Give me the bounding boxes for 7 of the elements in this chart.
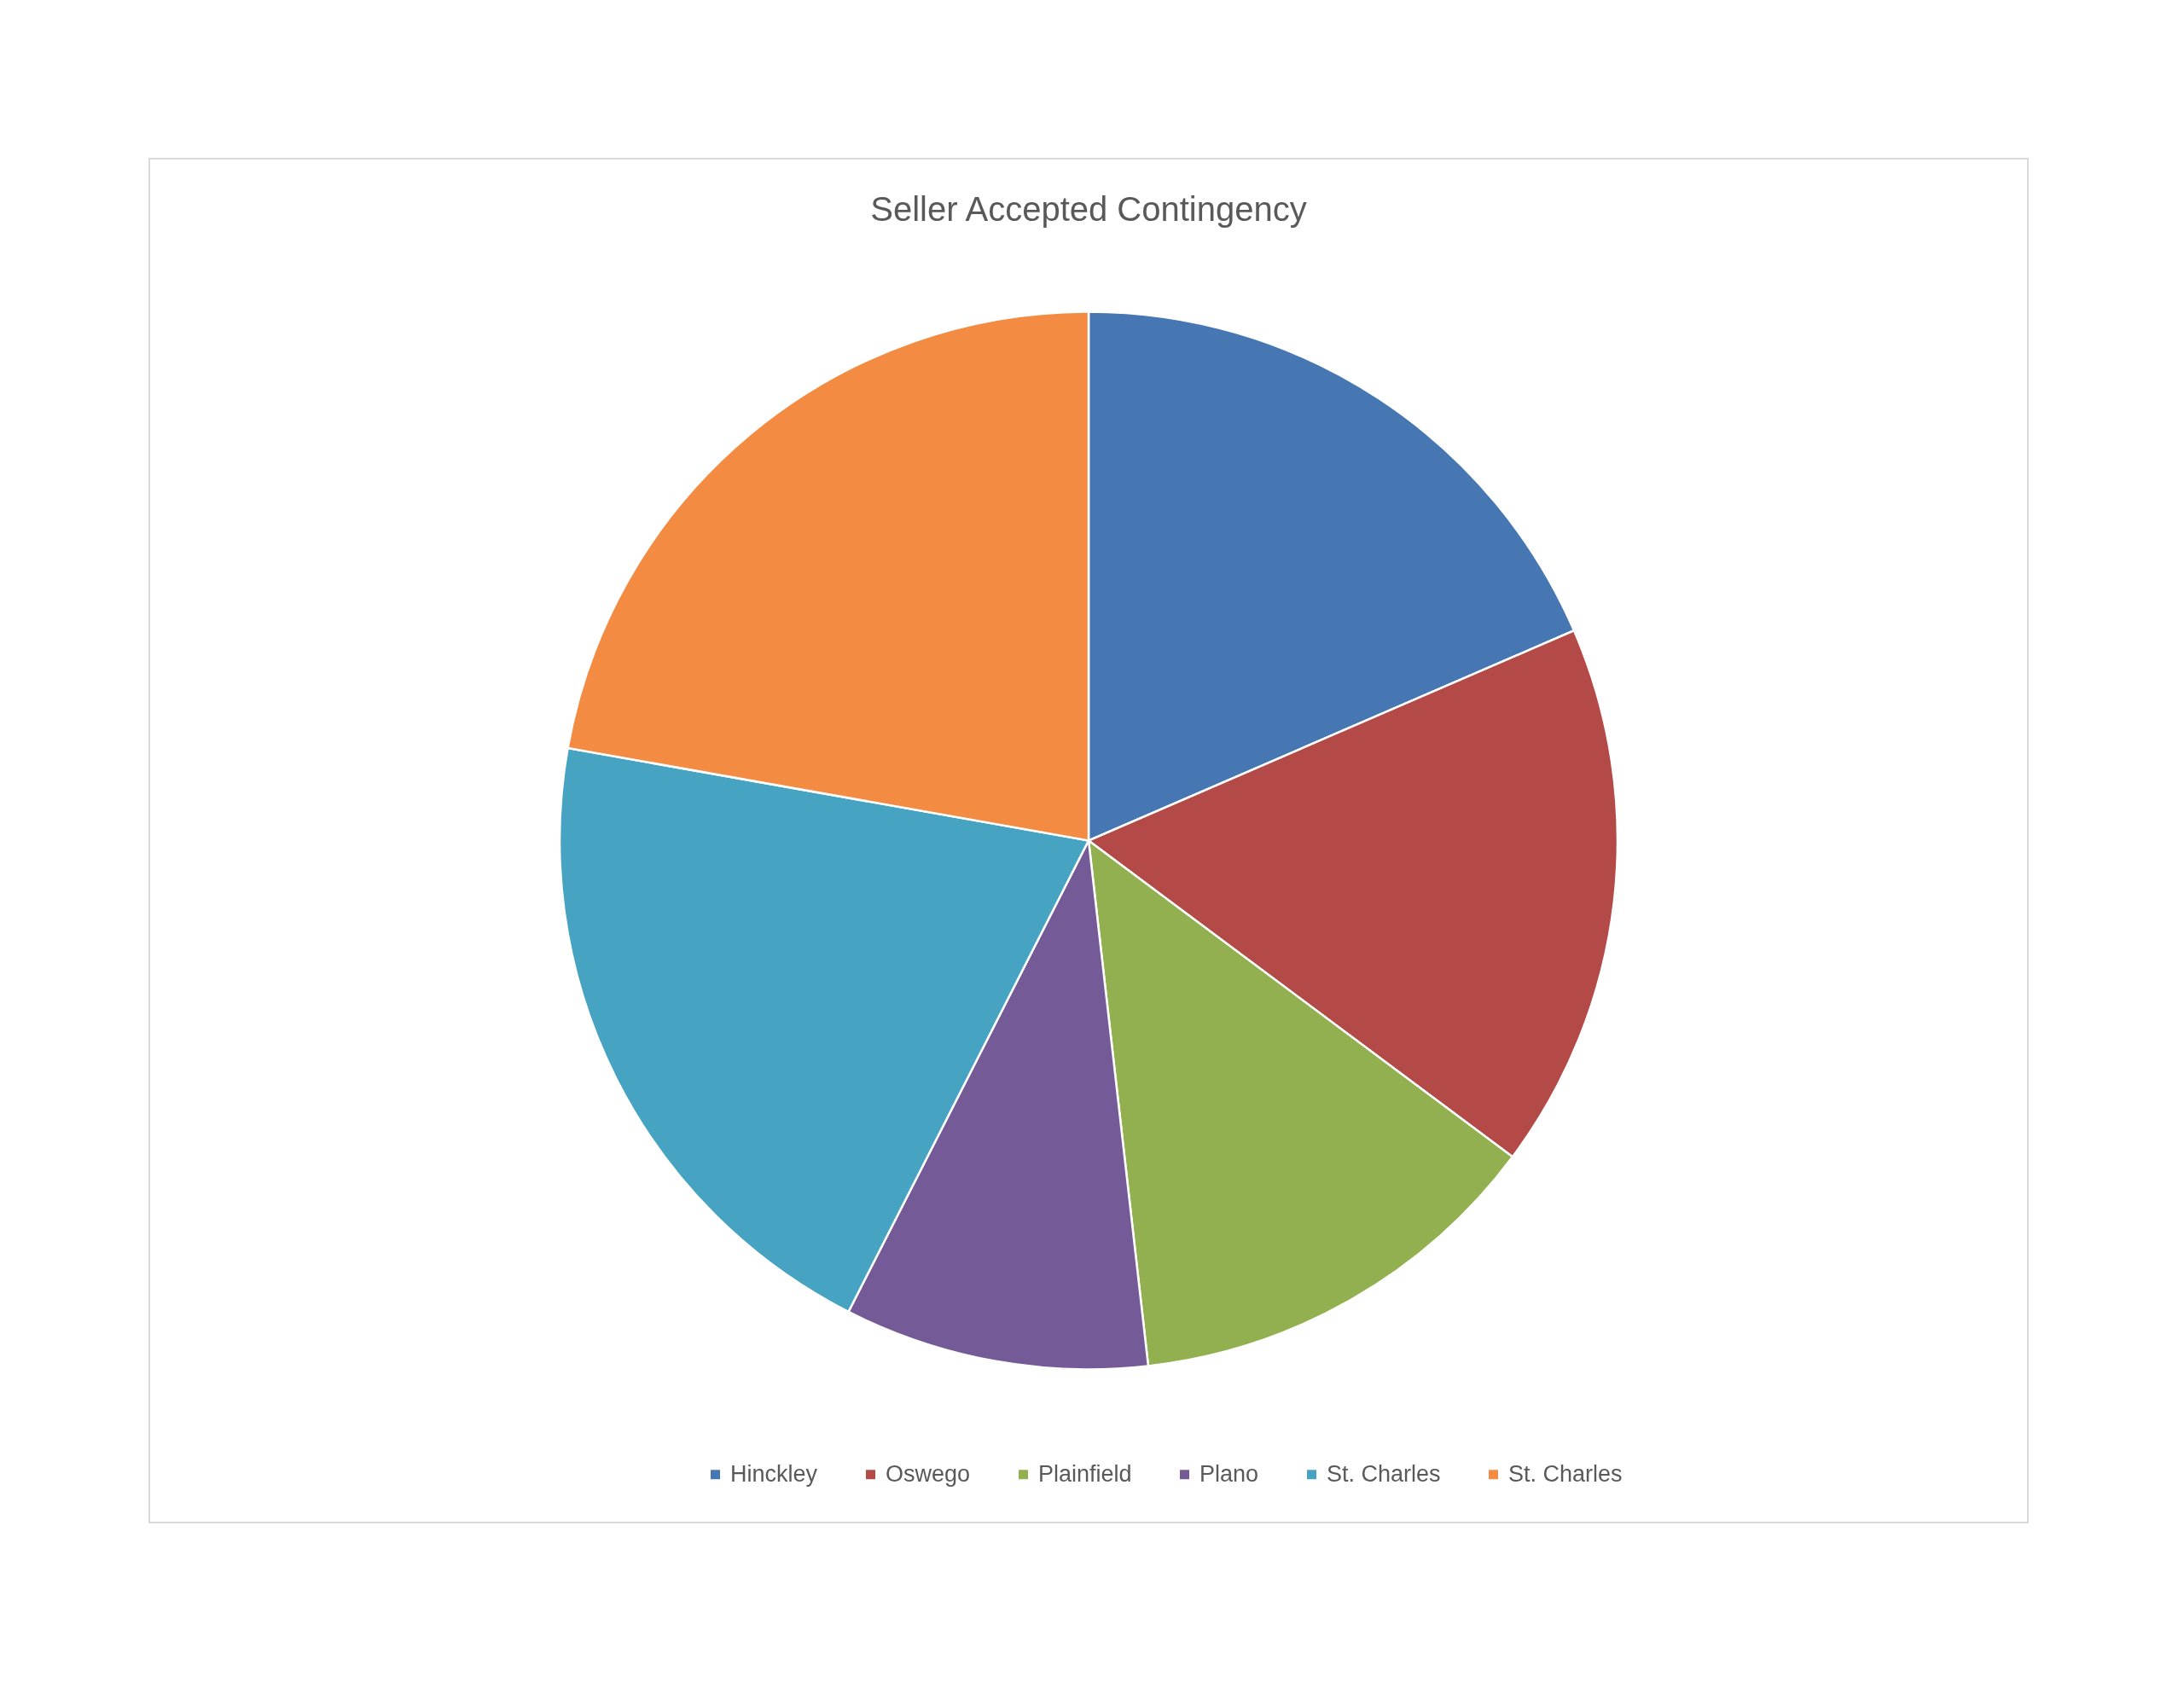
legend-label: St. Charles xyxy=(1508,1460,1623,1487)
legend-label: Hinckley xyxy=(730,1460,818,1487)
legend-label: St. Charles xyxy=(1327,1460,1441,1487)
legend-label: Plainfield xyxy=(1038,1460,1132,1487)
chart-title: Seller Accepted Contingency xyxy=(870,190,1307,228)
legend-label: Plano xyxy=(1199,1460,1259,1487)
legend-label: Oswego xyxy=(886,1460,971,1487)
